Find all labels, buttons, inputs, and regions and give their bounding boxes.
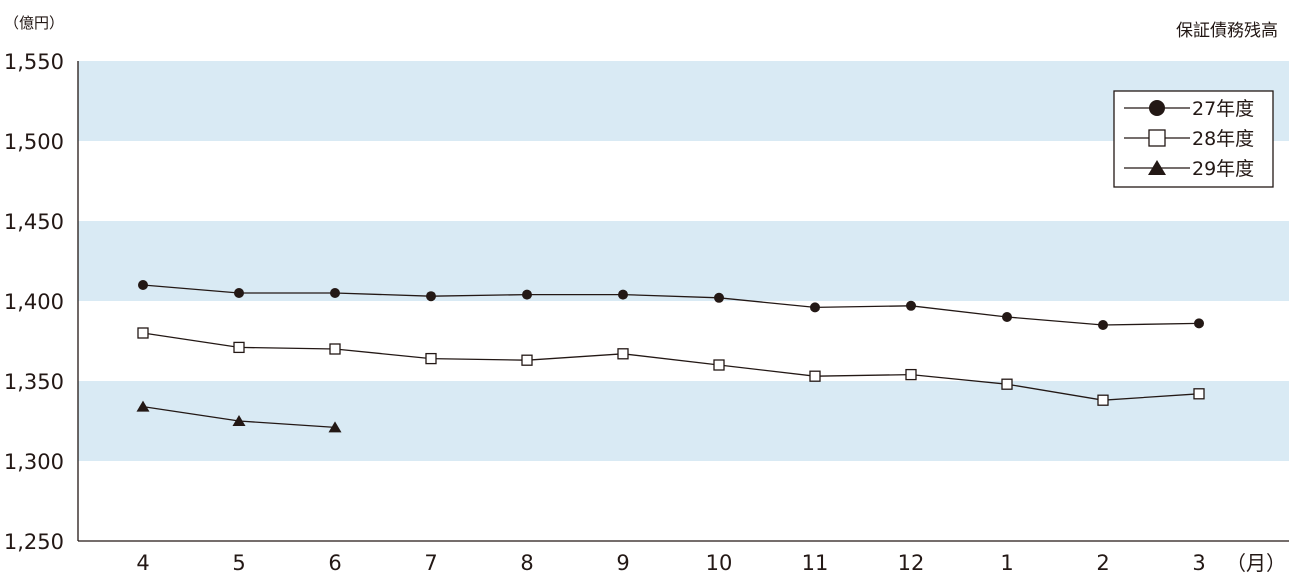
data-point: [136, 400, 150, 412]
data-point: [522, 289, 532, 300]
y-tick-label: 1,350: [4, 370, 64, 394]
y-tick-labels: 1,250 1,300 1,350 1,400 1,450 1,500 1,550: [4, 50, 64, 554]
data-point: [1002, 312, 1012, 322]
y-tick-label: 1,550: [4, 50, 64, 74]
x-tick-label: 10: [706, 551, 733, 575]
data-point: [329, 343, 341, 355]
x-tick-label: 11: [802, 551, 829, 575]
legend-marker: [1148, 129, 1166, 147]
data-point: [425, 352, 437, 365]
x-tick-labels: 4 5 6 7 8 9 10 11 12 1 2 3: [136, 551, 1205, 575]
data-point: [906, 300, 916, 311]
x-tick-label: 1: [1000, 551, 1013, 575]
series-2: [136, 400, 342, 433]
series-0: [138, 280, 1204, 330]
y-unit-label: （億円）: [4, 14, 64, 32]
x-unit-label: （月）: [1226, 551, 1286, 575]
data-point: [232, 415, 246, 426]
y-tick-label: 1,400: [4, 290, 64, 314]
data-point: [137, 327, 149, 339]
x-tick-label: 6: [328, 551, 341, 575]
series-line: [142, 332, 1200, 401]
legend: 27年度 28年度 29年度: [1113, 90, 1274, 188]
shaded-band-2: [78, 61, 1289, 141]
legend-item-0: 27年度: [1124, 98, 1254, 120]
y-tick-label: 1,300: [4, 450, 64, 474]
data-point: [138, 280, 148, 290]
data-point: [1098, 320, 1108, 330]
chart-title: 保証債務残高: [1176, 21, 1278, 41]
series-lines: [136, 280, 1205, 433]
data-point: [328, 421, 342, 433]
legend-label: 27年度: [1192, 98, 1254, 120]
legend-item-1: 28年度: [1124, 128, 1254, 150]
data-point: [1001, 378, 1013, 390]
x-tick-label: 9: [616, 551, 629, 575]
legend-label: 29年度: [1192, 158, 1254, 180]
x-tick-label: 2: [1096, 551, 1109, 575]
x-tick-label: 7: [424, 551, 437, 575]
data-point: [713, 359, 725, 371]
shaded-band-1: [78, 221, 1289, 301]
y-tick-label: 1,250: [4, 530, 64, 554]
data-point: [1193, 388, 1205, 400]
data-point: [714, 292, 724, 303]
data-point: [905, 368, 917, 381]
data-point: [233, 341, 245, 354]
legend-box: [1113, 90, 1274, 188]
axes: [77, 61, 1289, 542]
x-tick-label: 3: [1192, 551, 1205, 575]
series-line: [142, 284, 1200, 326]
data-point: [1097, 394, 1109, 406]
data-point: [234, 288, 244, 298]
y-tick-label: 1,450: [4, 210, 64, 234]
legend-marker: [1149, 100, 1165, 116]
shaded-band-0: [78, 381, 1289, 461]
legend-marker: [1148, 160, 1166, 175]
x-tick-label: 8: [520, 551, 533, 575]
legend-item-2: 29年度: [1124, 158, 1254, 180]
x-tick-label: 5: [232, 551, 245, 575]
x-tick-label: 12: [898, 551, 925, 575]
legend-label: 28年度: [1192, 128, 1254, 150]
series-1: [137, 327, 1205, 406]
data-point: [618, 289, 628, 300]
y-tick-label: 1,500: [4, 130, 64, 154]
x-tick-label: 4: [136, 551, 149, 575]
data-point: [617, 348, 629, 360]
data-point: [426, 291, 436, 302]
data-point: [1194, 318, 1204, 329]
data-point: [809, 370, 821, 382]
data-point: [810, 302, 820, 313]
data-point: [521, 354, 533, 366]
shaded-bands: [78, 61, 1289, 461]
data-point: [330, 288, 340, 298]
